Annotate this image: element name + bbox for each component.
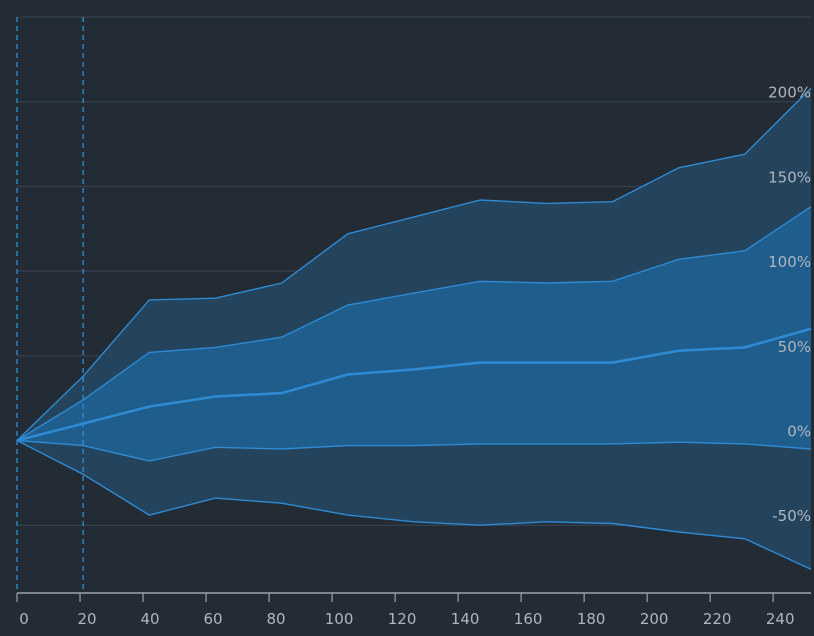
x-tick-label-80: 80 xyxy=(267,610,286,628)
x-tick-label-20: 20 xyxy=(77,610,96,628)
x-tick-label-40: 40 xyxy=(140,610,159,628)
lower-outer-line xyxy=(16,439,812,570)
lower-inner-line xyxy=(16,439,812,462)
x-tick-label-240: 240 xyxy=(766,610,795,628)
y-tick-label--50pct: -50% xyxy=(772,507,811,525)
marker-layer xyxy=(16,17,84,593)
upper-inner-line xyxy=(16,206,812,442)
upper-outer-line xyxy=(16,87,812,442)
x-tick-label-200: 200 xyxy=(640,610,669,628)
y-tick-label-150pct: 150% xyxy=(768,168,811,186)
y-tick-labels: -50% 0% 50% 100% 150% 200% xyxy=(768,84,811,526)
x-tick-label-120: 120 xyxy=(388,610,417,628)
y-tick-label-50pct: 50% xyxy=(778,338,811,356)
x-tick-label-0: 0 xyxy=(19,610,29,628)
x-tick-label-60: 60 xyxy=(204,610,223,628)
y-tick-label-100pct: 100% xyxy=(768,253,811,271)
band-layer xyxy=(17,88,811,570)
median-line xyxy=(16,327,812,442)
x-axis: 0 20 40 60 80 100 120 140 160 180 200 220 240 xyxy=(16,592,811,628)
x-tick-label-220: 220 xyxy=(703,610,732,628)
line-layer xyxy=(16,87,812,570)
x-tick-label-180: 180 xyxy=(577,610,606,628)
x-tick-label-140: 140 xyxy=(451,610,480,628)
x-tick-label-100: 100 xyxy=(325,610,354,628)
x-tick-label-160: 160 xyxy=(514,610,543,628)
y-tick-label-200pct: 200% xyxy=(768,84,811,102)
y-tick-label-0pct: 0% xyxy=(787,423,811,441)
